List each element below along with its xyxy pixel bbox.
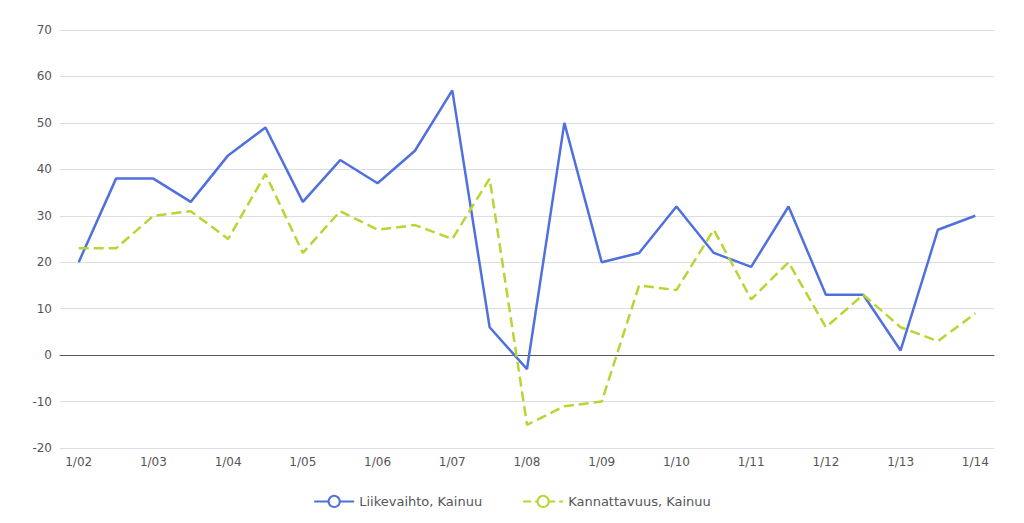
svg-text:1/07: 1/07 [439,455,466,469]
svg-text:70: 70 [37,23,52,37]
svg-text:60: 60 [37,69,52,83]
svg-text:1/12: 1/12 [812,455,839,469]
svg-text:1/14: 1/14 [962,455,989,469]
svg-text:1/08: 1/08 [514,455,541,469]
svg-text:1/02: 1/02 [65,455,92,469]
svg-text:0: 0 [44,348,52,362]
svg-text:-10: -10 [32,395,52,409]
svg-text:Liikevaihto, Kainuu: Liikevaihto, Kainuu [359,494,482,509]
svg-text:1/10: 1/10 [663,455,690,469]
svg-text:10: 10 [37,302,52,316]
svg-text:Kannattavuus, Kainuu: Kannattavuus, Kainuu [568,494,711,509]
svg-text:40: 40 [37,162,52,176]
svg-text:50: 50 [37,116,52,130]
svg-text:-20: -20 [32,441,52,455]
svg-text:1/04: 1/04 [215,455,242,469]
svg-text:1/11: 1/11 [738,455,765,469]
svg-text:20: 20 [37,255,52,269]
svg-text:1/03: 1/03 [140,455,167,469]
svg-text:1/09: 1/09 [588,455,615,469]
svg-text:30: 30 [37,209,52,223]
svg-text:1/13: 1/13 [887,455,914,469]
svg-text:1/06: 1/06 [364,455,391,469]
svg-text:1/05: 1/05 [289,455,316,469]
